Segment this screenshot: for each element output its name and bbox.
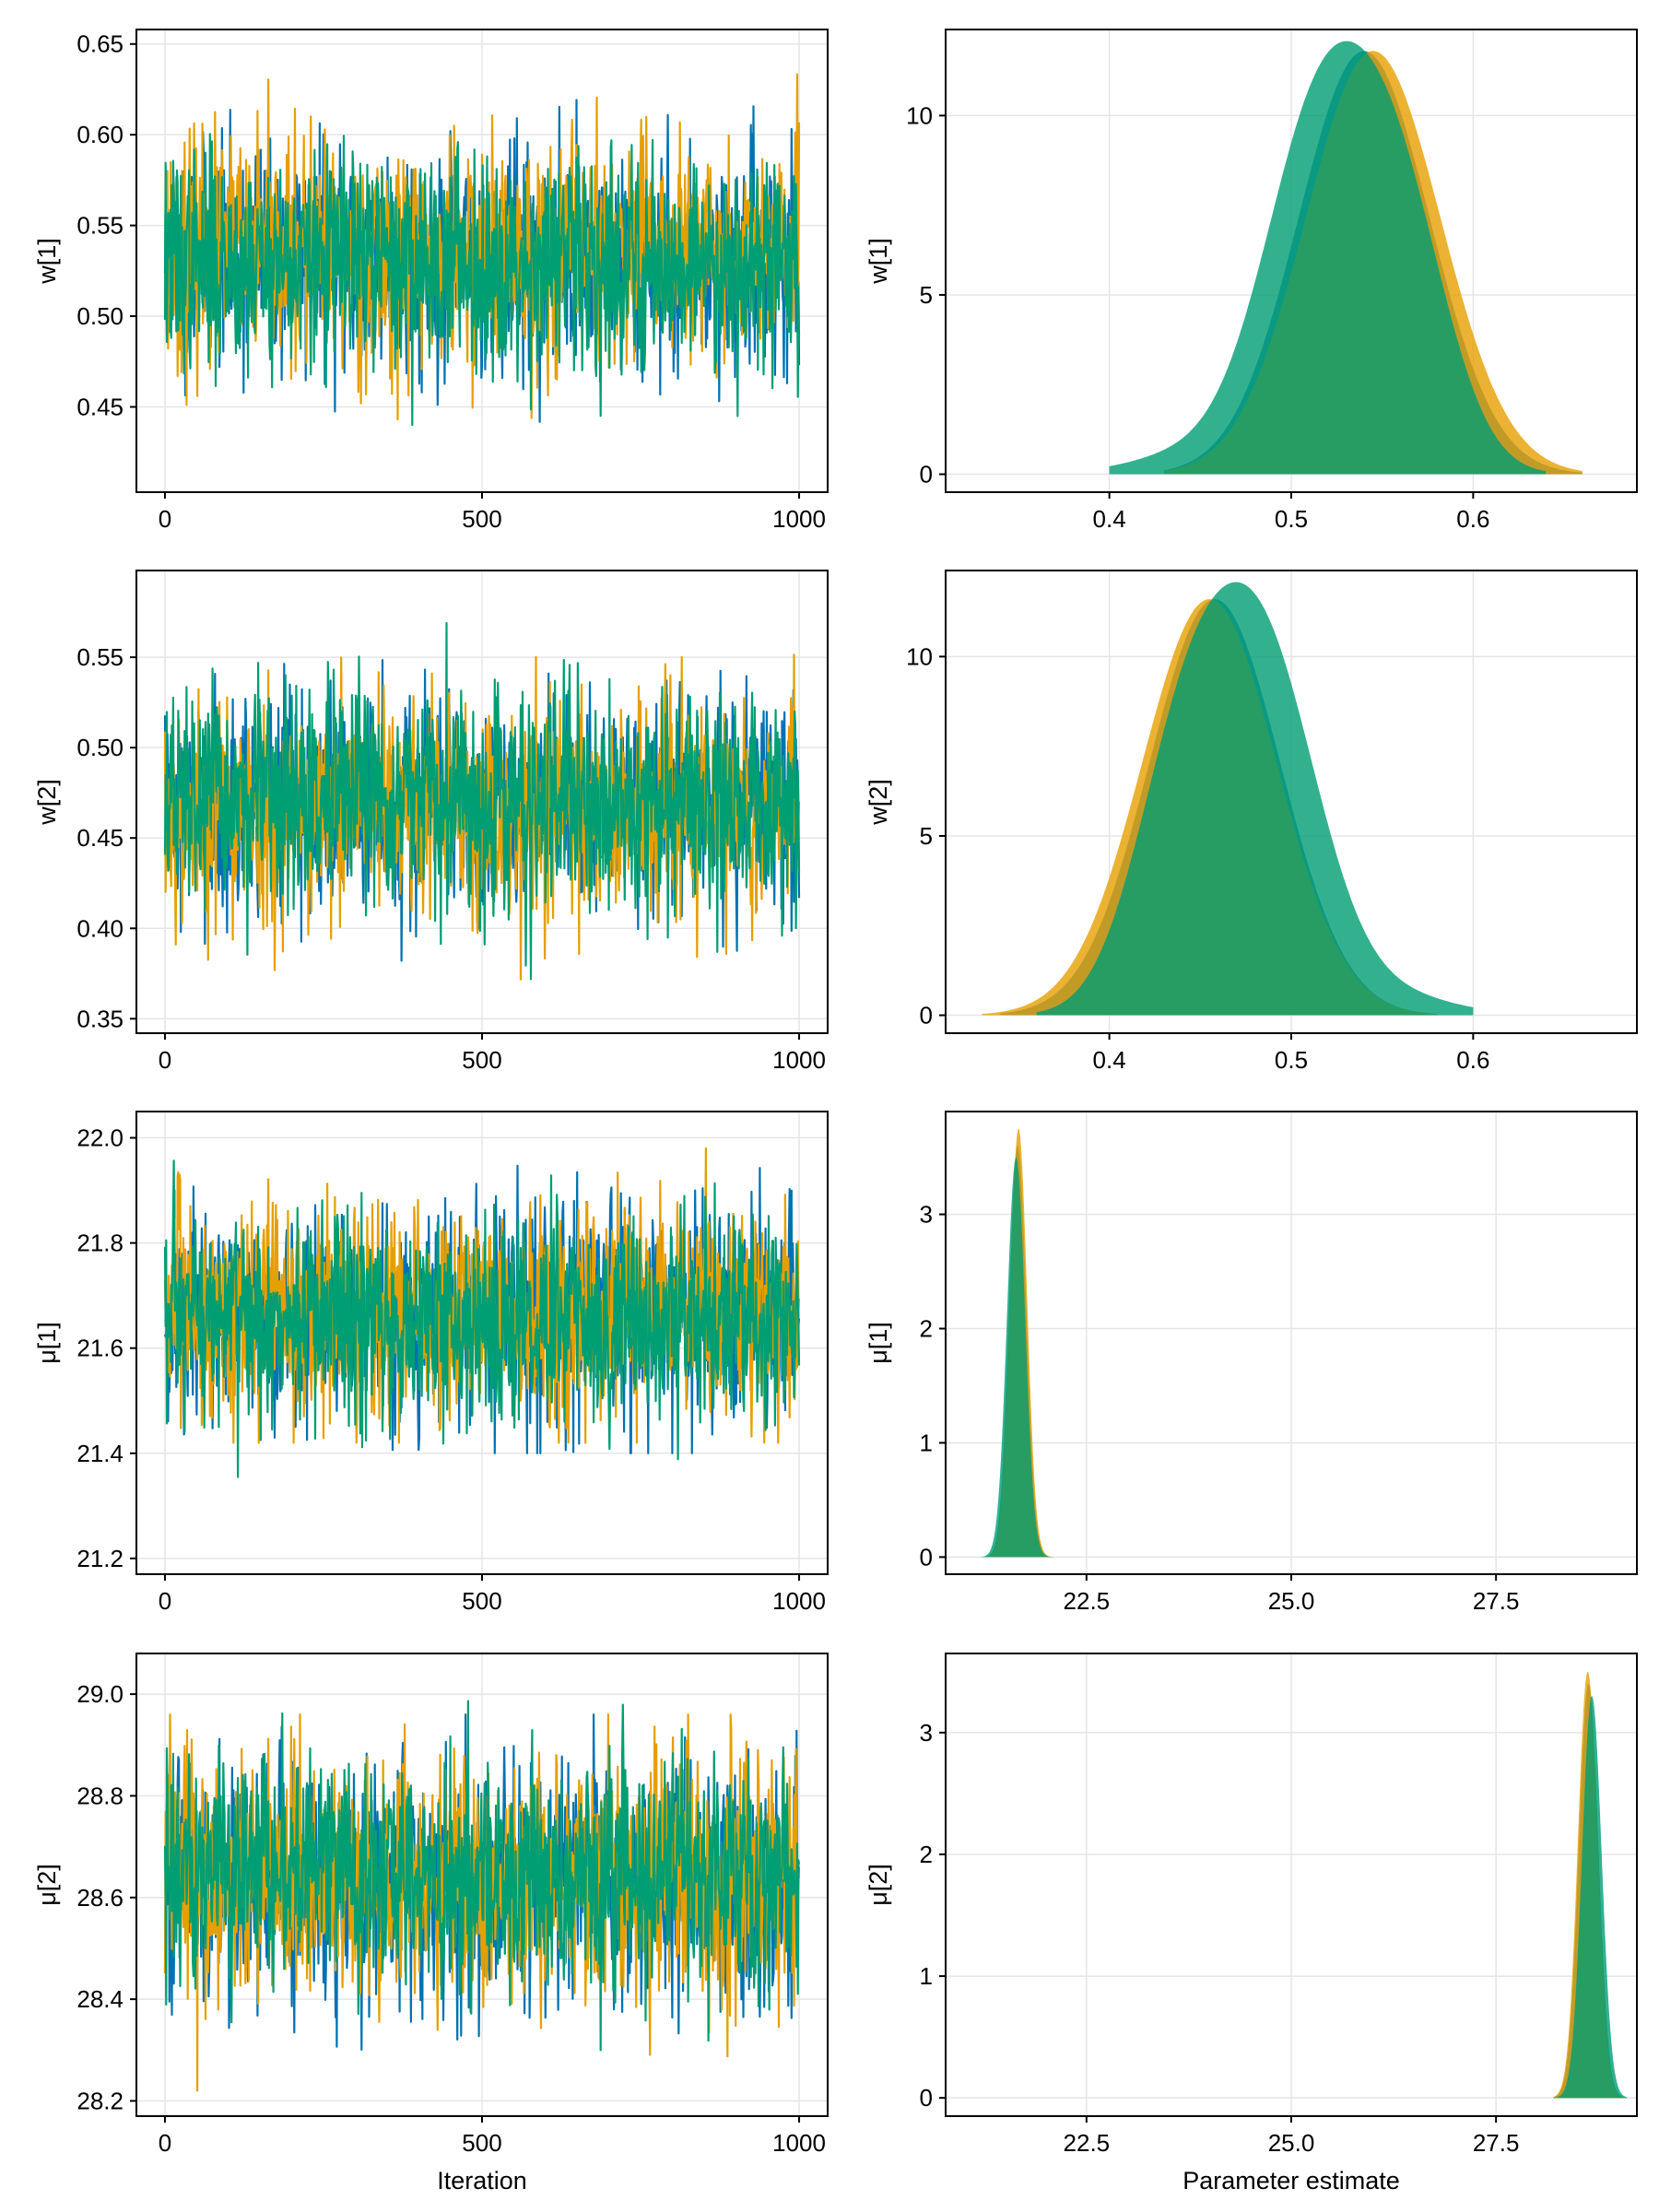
y-tick-label: 0.45 (76, 393, 124, 420)
y-tick-label: 22.0 (76, 1124, 124, 1152)
x-tick-label: 0 (159, 1587, 171, 1615)
x-tick-label: 27.5 (1473, 1587, 1520, 1615)
y-tick-label: 21.2 (76, 1545, 124, 1572)
x-tick-label: 1000 (772, 1587, 826, 1615)
plot-area (163, 1700, 801, 2092)
x-tick-label: 22.5 (1064, 2129, 1111, 2157)
density-area-chain-3 (1109, 41, 1547, 475)
y-axis-label: w[2] (865, 779, 892, 826)
x-tick-label: 0.6 (1456, 505, 1489, 533)
y-tick-label: 5 (920, 822, 933, 850)
trace-line-chain-3 (163, 1700, 801, 2052)
x-tick-label: 22.5 (1064, 1587, 1111, 1615)
plot-area (980, 1128, 1054, 1558)
x-tick-label: 25.0 (1268, 1587, 1315, 1615)
plot-area (1553, 1671, 1628, 2099)
panel-trace-4: 0 500 1000 21.2 21.4 21.6 21.8 22.0 μ[1] (33, 1111, 829, 1615)
y-tick-label: 1 (920, 1429, 933, 1456)
y-tick-label: 5 (920, 281, 933, 309)
x-tick-label: 500 (462, 1587, 501, 1615)
y-tick-label: 0.35 (76, 1005, 124, 1032)
density-area-chain-3 (1036, 582, 1474, 1016)
y-tick-label: 21.6 (76, 1335, 124, 1362)
density-area-chain-3 (1553, 1696, 1628, 2099)
y-tick-label: 0.50 (76, 302, 124, 330)
x-tick-label: 0.5 (1275, 1046, 1308, 1074)
x-tick-label: 0.4 (1093, 1046, 1126, 1074)
y-tick-label: 3 (920, 1719, 933, 1747)
x-tick-label: 500 (462, 2129, 501, 2157)
y-tick-label: 28.4 (76, 1985, 124, 2013)
panel-trace-6: 0 500 1000 28.2 28.4 28.6 28.8 29.0 μ[2] Iteratio… (33, 1653, 829, 2194)
y-tick-label: 10 (906, 642, 933, 670)
y-axis-label: w[1] (865, 238, 892, 285)
y-tick-label: 2 (920, 1841, 933, 1868)
y-tick-label: 28.8 (76, 1782, 124, 1809)
x-tick-label: 0.4 (1093, 505, 1126, 533)
y-tick-label: 0.65 (76, 30, 124, 58)
y-axis-label: μ[1] (865, 1322, 892, 1364)
y-tick-label: 0.45 (76, 824, 124, 852)
x-tick-label: 500 (462, 505, 501, 533)
plot-area (1109, 41, 1583, 475)
panel-trace-2: 0 500 1000 0.35 0.40 0.45 0.50 0.55 w[2] (33, 570, 829, 1074)
panel-density-1: 0.4 0.5 0.6 0 5 10 w[1] (865, 29, 1638, 533)
x-tick-label: 25.0 (1268, 2129, 1315, 2157)
y-tick-label: 28.2 (76, 2087, 124, 2114)
panel-density-5: 22.5 25.0 27.5 0 1 2 3 μ[1] (865, 1111, 1638, 1615)
x-tick-label: 1000 (772, 1046, 826, 1074)
plot-area (982, 582, 1474, 1016)
y-axis-label: μ[1] (33, 1322, 61, 1364)
trace-line-chain-3 (163, 1159, 801, 1478)
x-tick-label: 0.6 (1456, 1046, 1489, 1074)
plot-area (163, 621, 801, 981)
panel-density-3: 0.4 0.5 0.6 0 5 10 w[2] (865, 570, 1638, 1074)
y-tick-label: 0.55 (76, 212, 124, 240)
x-tick-label: 0 (159, 2129, 171, 2157)
density-area-chain-3 (980, 1157, 1054, 1558)
x-tick-label: 0 (159, 1046, 171, 1074)
plot-area (163, 73, 801, 427)
y-tick-label: 10 (906, 101, 933, 129)
x-tick-label: 1000 (772, 505, 826, 533)
y-tick-label: 21.4 (76, 1440, 124, 1467)
y-tick-label: 0 (920, 2084, 933, 2112)
y-tick-label: 2 (920, 1315, 933, 1343)
x-axis-label: Parameter estimate (1182, 2167, 1400, 2194)
plot-area (163, 1147, 801, 1478)
y-tick-label: 21.8 (76, 1230, 124, 1257)
x-axis-label: Iteration (437, 2167, 527, 2194)
trace-line-chain-3 (163, 621, 801, 981)
panel-density-7: 22.5 25.0 27.5 0 1 2 3 μ[2] Parameter estimate (865, 1653, 1638, 2194)
trace-line-chain-2 (163, 73, 801, 421)
y-tick-label: 0 (920, 461, 933, 488)
y-tick-label: 0.55 (76, 643, 124, 671)
y-tick-label: 28.6 (76, 1884, 124, 1912)
y-tick-label: 0 (920, 1543, 933, 1571)
x-tick-label: 500 (462, 1046, 501, 1074)
y-tick-label: 3 (920, 1201, 933, 1229)
y-tick-label: 0.50 (76, 734, 124, 761)
y-tick-label: 0.60 (76, 121, 124, 148)
x-tick-label: 0 (159, 505, 171, 533)
y-tick-label: 0 (920, 1002, 933, 1030)
y-axis-label: μ[2] (865, 1864, 892, 1906)
trace-line-chain-3 (163, 133, 801, 427)
x-tick-label: 1000 (772, 2129, 826, 2157)
y-tick-label: 1 (920, 1962, 933, 1990)
y-tick-label: 29.0 (76, 1680, 124, 1708)
y-axis-label: μ[2] (33, 1864, 61, 1906)
panel-trace-0: 0 500 1000 0.45 0.50 0.55 0.60 0.65 w[1] (33, 29, 829, 533)
x-tick-label: 0.5 (1275, 505, 1308, 533)
x-tick-label: 27.5 (1473, 2129, 1520, 2157)
y-tick-label: 0.40 (76, 914, 124, 942)
y-axis-label: w[2] (33, 779, 61, 826)
y-axis-label: w[1] (33, 238, 61, 285)
